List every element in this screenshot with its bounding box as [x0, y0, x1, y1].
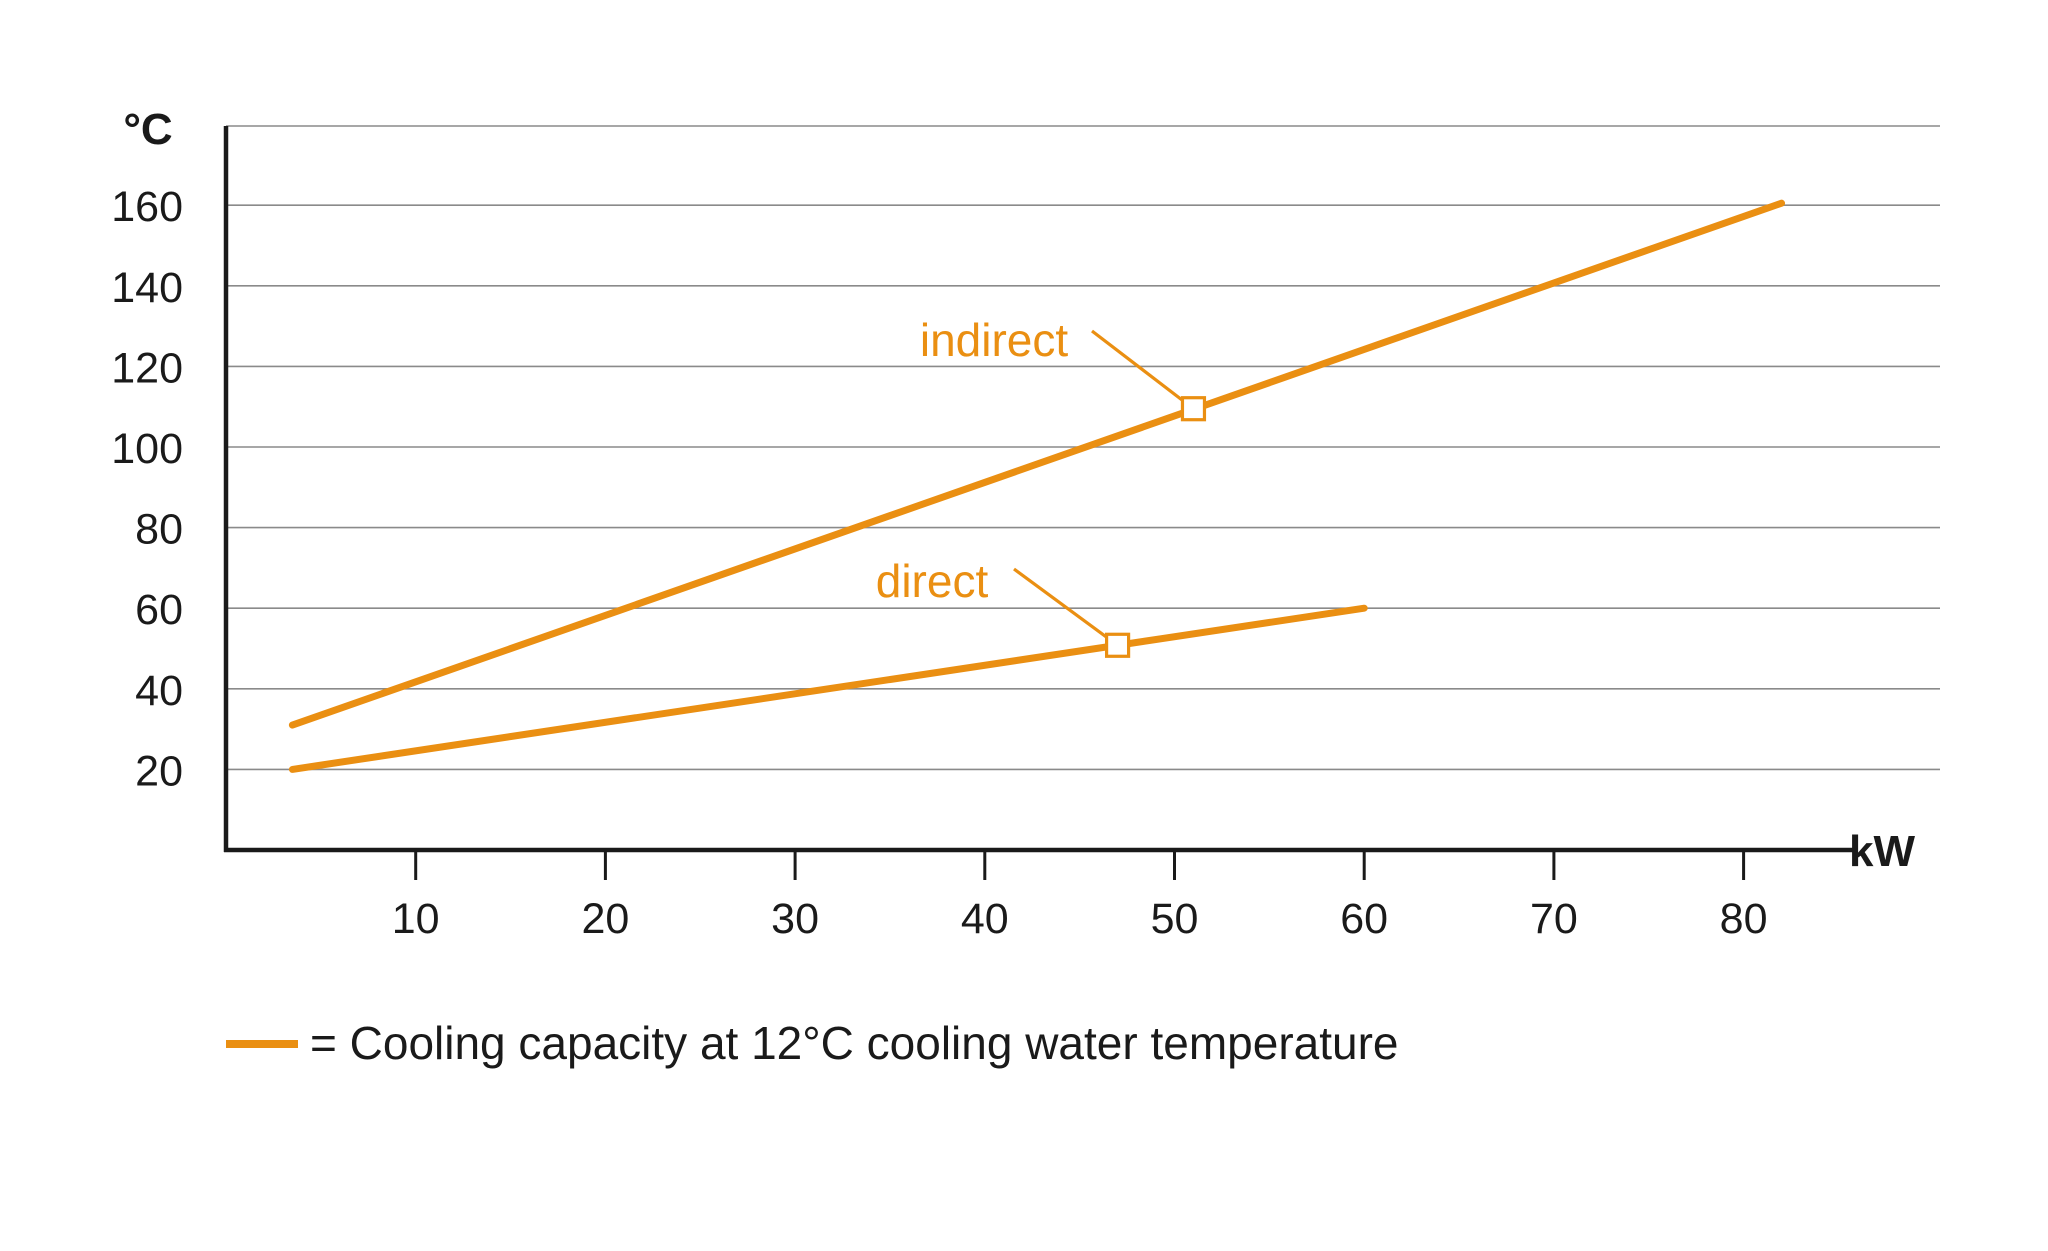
y-tick-label-80: 80 [135, 506, 183, 554]
y-tick-label-160: 160 [111, 183, 183, 231]
series [288, 199, 1786, 773]
x-tick-label-40: 40 [961, 895, 1009, 943]
y-tick-label-120: 120 [111, 344, 183, 392]
y-tick-label-140: 140 [111, 264, 183, 312]
legend: = Cooling capacity at 12°C cooling water… [226, 1017, 1398, 1069]
tick-labels: 10 20 30 40 50 60 70 80 20 40 60 80 100 120 140 160 °C kW [111, 105, 1915, 943]
series-line-direct [288, 604, 1368, 773]
y-tick-label-20: 20 [135, 747, 183, 795]
series-marker-indirect [1180, 396, 1207, 422]
callout-leader-indirect [1091, 329, 1195, 410]
legend-text: = Cooling capacity at 12°C cooling water… [310, 1017, 1398, 1069]
x-tick-label-80: 80 [1720, 895, 1768, 943]
axes [223, 126, 1854, 880]
callout-leader-direct [1013, 567, 1119, 647]
y-tick-label-60: 60 [135, 586, 183, 634]
x-tick-label-70: 70 [1530, 895, 1578, 943]
series-label-indirect: indirect [920, 314, 1069, 366]
series-label-direct: direct [876, 555, 989, 607]
y-tick-label-100: 100 [111, 425, 183, 473]
x-tick-label-50: 50 [1151, 895, 1199, 943]
x-axis-unit: kW [1849, 827, 1915, 876]
x-tick-label-20: 20 [581, 895, 629, 943]
series-line-indirect [288, 199, 1786, 729]
x-tick-label-60: 60 [1340, 895, 1388, 943]
x-tick-label-10: 10 [392, 895, 440, 943]
series-marker-direct [1104, 632, 1131, 658]
x-tick-label-30: 30 [771, 895, 819, 943]
y-tick-label-40: 40 [135, 667, 183, 715]
y-axis-unit: °C [123, 105, 172, 154]
annotations: indirect direct [876, 314, 1207, 658]
